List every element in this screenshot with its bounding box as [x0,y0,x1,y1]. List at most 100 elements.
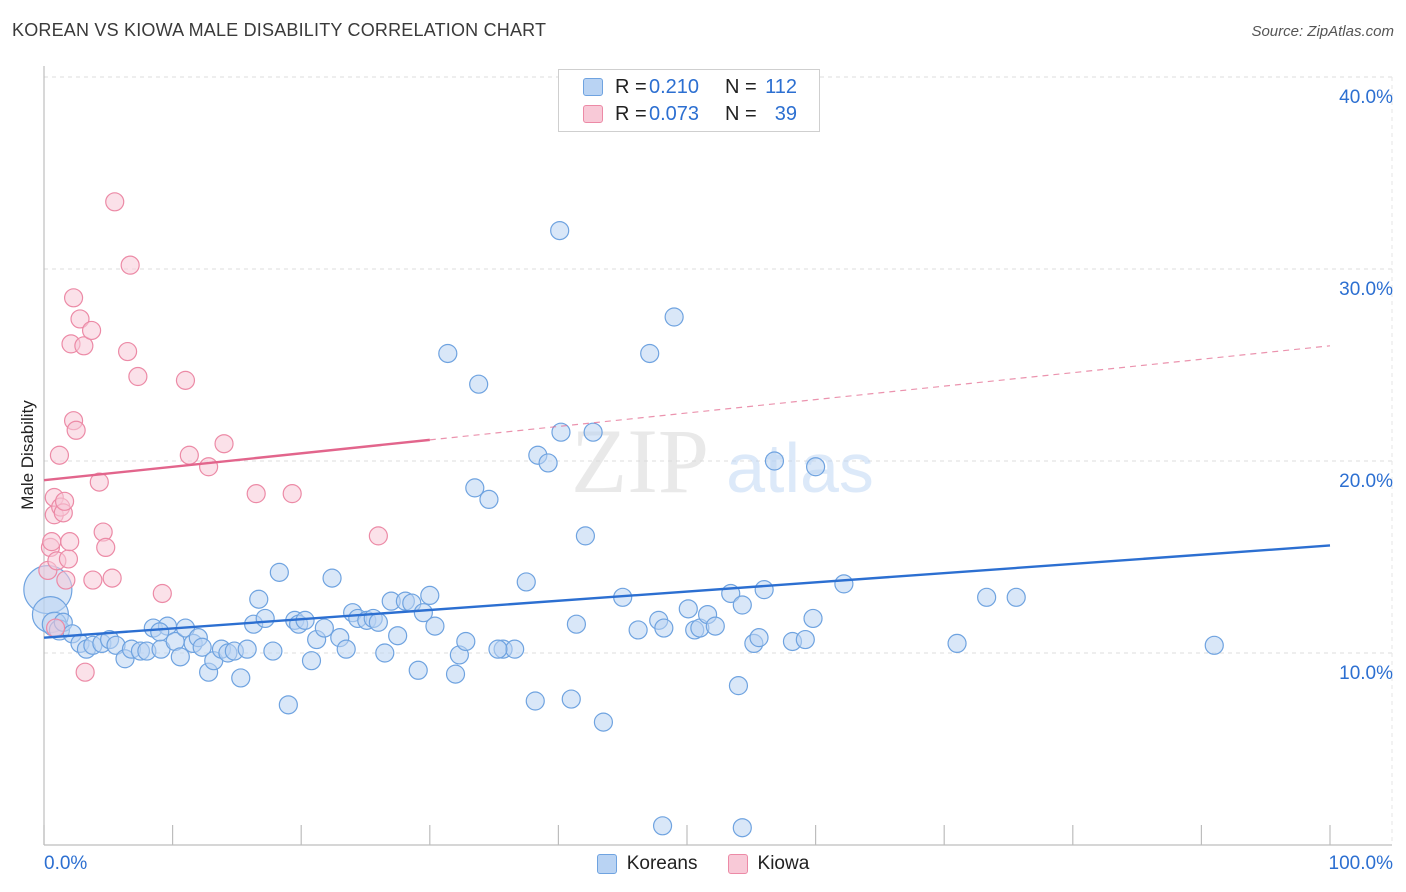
koreans-point [249,589,269,609]
kiowa-point [120,255,140,275]
koreans-point [408,660,428,680]
r-label: R = [615,75,647,98]
kiowa-point [66,420,86,440]
koreans-point [237,639,257,659]
kiowa-point [179,445,199,465]
koreans-point [575,526,596,546]
koreans-point [593,712,614,732]
kiowa-point [175,370,196,390]
koreans-point [425,616,445,636]
chart-title: KOREAN VS KIOWA MALE DISABILITY CORRELAT… [12,20,547,40]
kiowa-point [152,583,172,604]
koreans-point [375,643,395,663]
kiowa-point [63,288,84,308]
koreans-point [388,626,408,646]
koreans-point [170,647,190,667]
n-label: N = [725,102,757,125]
kiowa-point [368,526,388,546]
watermark-atlas: atlas [726,429,874,507]
kiowa-point [128,366,148,387]
koreans-point [628,620,648,640]
koreans-point [278,695,298,715]
koreans-point [445,664,466,684]
koreans-point [732,818,752,838]
koreans-point [728,676,749,696]
koreans-point [456,631,476,652]
koreans-point [805,457,826,477]
koreans-point [368,612,388,632]
koreans-point [947,633,967,654]
legend-item-kiowa[interactable]: Kiowa [727,853,809,875]
koreans-point [749,628,769,648]
koreans-point [732,595,752,615]
koreans-point [465,478,485,498]
koreans-point [314,618,334,638]
koreans-point [764,451,785,471]
koreans-point [516,572,536,592]
kiowa-point [70,309,90,329]
koreans-point [705,616,725,636]
koreans-point [525,691,545,711]
kiowa-swatch [583,105,603,123]
koreans-point [652,816,673,836]
axes [43,66,1392,846]
koreans-point [977,587,997,607]
kiowa-point [56,570,76,590]
n-value: 39 [774,102,797,125]
kiowa-point [75,662,95,682]
koreans-point [538,453,558,473]
n-label: N = [725,75,757,98]
koreans-point [336,639,356,659]
x-tick-label: 0.0% [44,853,87,874]
kiowa-point [83,570,103,590]
koreans-point [566,614,587,634]
kiowa-point [54,491,75,511]
koreans-point [255,608,275,629]
kiowa-point [45,618,66,638]
koreans-point [678,599,698,619]
r-value: 0.073 [649,102,700,125]
koreans-point [488,639,508,659]
y-tick-label: 40.0% [1339,87,1393,108]
legend-item-koreans[interactable]: Koreans [596,853,698,875]
stats-legend: R = 0.210 N = 112 R = 0.073 N = 39 [558,69,820,132]
kiowa-trend-line [43,438,430,482]
koreans-point [263,641,283,661]
kiowa-point [282,484,302,504]
series-kiowa [38,192,388,682]
koreans-point [322,568,342,588]
trend-lines [43,345,1331,639]
kiowa-point [214,434,234,454]
koreans-point [192,637,212,657]
koreans-point [550,221,570,241]
koreans-point [640,343,660,364]
kiowa-point [89,472,109,492]
koreans-point [583,422,603,442]
r-label: R = [615,102,647,125]
koreans-trend-line [43,544,1331,639]
kiowa-point [246,484,266,504]
tick-labels: 10.0% 20.0% 30.0% 40.0% 0.0% 100.0% [44,87,1393,874]
y-tick-label: 30.0% [1339,279,1393,300]
kiowa-point [49,445,70,465]
legend-row-koreans: R = 0.210 N = 112 [583,75,797,99]
kiowa-point [105,192,125,212]
koreans-point [561,689,581,709]
koreans-point [834,574,854,594]
koreans-point [803,608,823,629]
kiowa-trend-projection [429,345,1331,441]
koreans-point [664,307,684,327]
kiowa-point [60,532,80,552]
kiowa-point [117,341,138,362]
koreans-point [795,629,815,650]
kiowa-point [102,568,122,588]
n-value: 112 [765,75,797,98]
kiowa-legend-swatch [727,854,748,874]
koreans-legend-label: Koreans [626,853,698,874]
y-tick-label: 10.0% [1339,663,1393,684]
koreans-point [1204,635,1224,655]
koreans-point [413,603,433,623]
koreans-point [505,639,525,659]
koreans-point [754,580,774,600]
